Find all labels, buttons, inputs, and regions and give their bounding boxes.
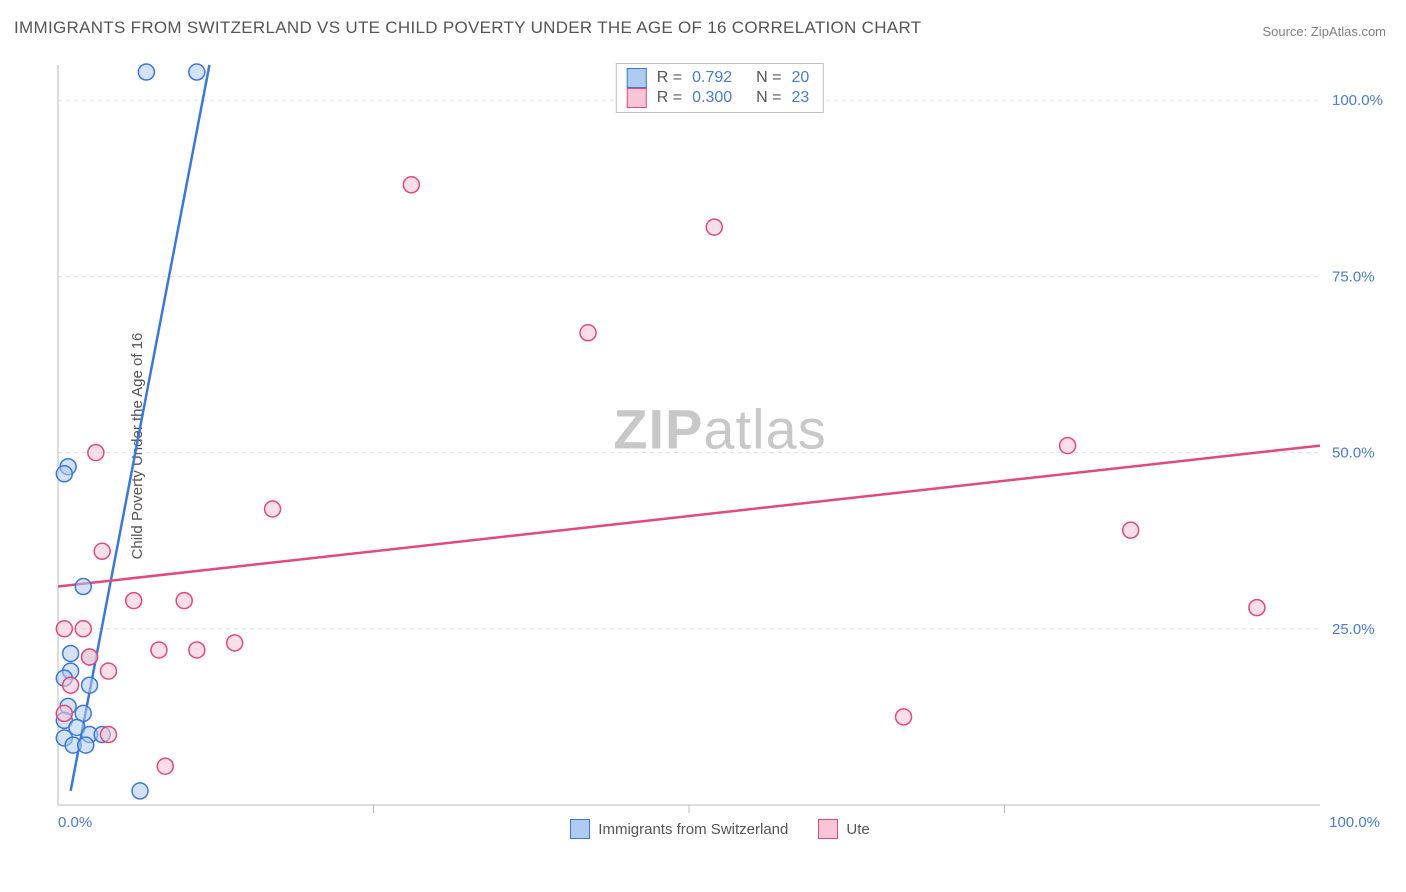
- svg-text:75.0%: 75.0%: [1332, 268, 1375, 285]
- swatch-icon: [570, 819, 590, 839]
- n-value: 20: [791, 69, 809, 87]
- r-value: 0.300: [692, 89, 746, 107]
- svg-text:50.0%: 50.0%: [1332, 445, 1375, 462]
- r-value: 0.792: [692, 69, 746, 87]
- source-attribution: Source: ZipAtlas.com: [1262, 24, 1386, 39]
- swatch-icon: [818, 819, 838, 839]
- legend-item-ute: Ute: [818, 819, 869, 839]
- r-label: R =: [657, 69, 682, 87]
- series-label: Ute: [846, 821, 869, 838]
- legend-row-ute: R = 0.300 N = 23: [627, 88, 809, 108]
- n-label: N =: [756, 89, 781, 107]
- swatch-icon: [627, 68, 647, 88]
- svg-text:100.0%: 100.0%: [1332, 92, 1383, 109]
- series-label: Immigrants from Switzerland: [598, 821, 788, 838]
- n-label: N =: [756, 69, 781, 87]
- legend-row-swiss: R = 0.792 N = 20: [627, 68, 809, 88]
- n-value: 23: [791, 89, 809, 107]
- correlation-chart: IMMIGRANTS FROM SWITZERLAND VS UTE CHILD…: [0, 0, 1406, 892]
- r-label: R =: [657, 89, 682, 107]
- chart-title: IMMIGRANTS FROM SWITZERLAND VS UTE CHILD…: [14, 18, 921, 38]
- scatter-svg: 25.0%50.0%75.0%100.0%0.0%100.0%: [50, 55, 1390, 835]
- svg-text:25.0%: 25.0%: [1332, 621, 1375, 638]
- plot-area: 25.0%50.0%75.0%100.0%0.0%100.0% ZIPatlas…: [50, 55, 1390, 835]
- legend-item-swiss: Immigrants from Switzerland: [570, 819, 788, 839]
- correlation-legend: R = 0.792 N = 20 R = 0.300 N = 23: [616, 63, 824, 113]
- series-legend: Immigrants from Switzerland Ute: [50, 819, 1390, 839]
- swatch-icon: [627, 88, 647, 108]
